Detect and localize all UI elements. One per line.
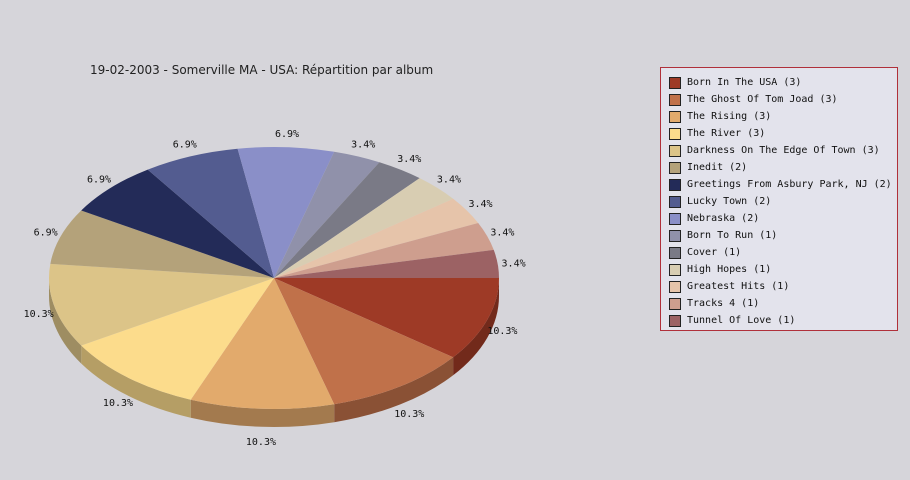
legend-label: The Rising (3)	[687, 111, 772, 122]
pie-slice-label: 3.4%	[490, 228, 514, 239]
legend-item-born-in-the-usa: Born In The USA (3)	[669, 74, 897, 91]
legend-item-high-hopes: High Hopes (1)	[669, 261, 897, 278]
pie-slice-side-darkness-on-the-edge-of-town	[49, 278, 82, 364]
pie-slice-cover	[274, 162, 420, 278]
legend-swatch	[669, 110, 681, 123]
legend-swatch	[669, 280, 681, 293]
pie-slice-greatest-hits	[274, 198, 479, 278]
pie-slice-label: 10.3%	[394, 409, 424, 420]
pie-slice-the-ghost-of-tom-joad	[274, 278, 454, 405]
legend-swatch	[669, 195, 681, 208]
pie-slice-label: 6.9%	[275, 129, 299, 140]
legend-item-the-rising: The Rising (3)	[669, 108, 897, 125]
legend-swatch	[669, 297, 681, 310]
legend-label: Darkness On The Edge Of Town (3)	[687, 145, 880, 156]
legend-item-lucky-town: Lucky Town (2)	[669, 193, 897, 210]
legend-label: Greatest Hits (1)	[687, 281, 790, 292]
legend-label: High Hopes (1)	[687, 264, 772, 275]
legend-item-cover: Cover (1)	[669, 244, 897, 261]
legend-swatch	[669, 161, 681, 174]
legend-swatch	[669, 314, 681, 327]
legend-item-born-to-run: Born To Run (1)	[669, 227, 897, 244]
legend-label: Nebraska (2)	[687, 213, 760, 224]
pie-slice-label: 10.3%	[487, 326, 517, 337]
pie-slice-label: 10.3%	[246, 437, 276, 448]
legend-label: Born To Run (1)	[687, 230, 778, 241]
pie-slice-side-the-river	[81, 345, 191, 418]
legend-swatch	[669, 246, 681, 259]
legend-item-inedit: Inedit (2)	[669, 159, 897, 176]
pie-slice-side-born-in-the-usa	[453, 278, 499, 376]
legend-item-tunnel-of-love: Tunnel Of Love (1)	[669, 312, 897, 329]
legend-item-greatest-hits: Greatest Hits (1)	[669, 278, 897, 295]
legend-label: Born In The USA (3)	[687, 77, 802, 88]
pie-slice-label: 10.3%	[24, 309, 54, 320]
legend-label: The Ghost Of Tom Joad (3)	[687, 94, 838, 105]
legend-swatch	[669, 229, 681, 242]
pie-slice-nebraska	[237, 146, 335, 278]
legend-label: Tunnel Of Love (1)	[687, 315, 796, 326]
legend-swatch	[669, 76, 681, 89]
legend-swatch	[669, 127, 681, 140]
legend-label: Cover (1)	[687, 247, 742, 258]
legend-item-the-ghost-of-tom-joad: The Ghost Of Tom Joad (3)	[669, 91, 897, 108]
legend-item-the-river: The River (3)	[669, 125, 897, 142]
legend-swatch	[669, 93, 681, 106]
legend-swatch	[669, 144, 681, 157]
pie-slice-label: 6.9%	[34, 228, 58, 239]
pie-slice-darkness-on-the-edge-of-town	[48, 263, 274, 346]
pie-slice-lucky-town	[147, 148, 274, 278]
legend-label: Inedit (2)	[687, 162, 748, 173]
pie-slice-label: 3.4%	[468, 199, 492, 210]
legend-item-nebraska: Nebraska (2)	[669, 210, 897, 227]
legend-swatch	[669, 263, 681, 276]
pie-slice-greetings-from-asbury-park-nj	[81, 169, 274, 278]
legend-label: Greetings From Asbury Park, NJ (2)	[687, 179, 892, 190]
pie-slice-tracks-4	[274, 222, 494, 278]
pie-slice-label: 6.9%	[87, 174, 111, 185]
legend-label: Tracks 4 (1)	[687, 298, 760, 309]
legend-swatch	[669, 212, 681, 225]
pie-slice-label: 3.4%	[351, 139, 375, 150]
legend-item-tracks-4: Tracks 4 (1)	[669, 295, 897, 312]
legend-label: Lucky Town (2)	[687, 196, 772, 207]
pie-slice-the-river	[81, 278, 274, 400]
pie-slice-side-the-ghost-of-tom-joad	[334, 357, 454, 423]
pie-slice-inedit	[50, 210, 275, 278]
pie-slice-born-in-the-usa	[274, 278, 499, 358]
pie-slice-side-the-rising	[190, 399, 335, 427]
pie-slice-label: 6.9%	[173, 139, 197, 150]
legend-item-greetings-from-asbury-park-nj: Greetings From Asbury Park, NJ (2)	[669, 176, 897, 193]
pie-slice-born-to-run	[274, 151, 380, 278]
chart-legend: Born In The USA (3) The Ghost Of Tom Joad…	[660, 67, 898, 331]
pie-slice-high-hopes	[274, 178, 454, 278]
legend-swatch	[669, 178, 681, 191]
pie-slice-label: 3.4%	[397, 154, 421, 165]
pie-slice-tunnel-of-love	[274, 249, 499, 278]
pie-slice-label: 3.4%	[502, 258, 526, 269]
legend-label: The River (3)	[687, 128, 766, 139]
legend-item-darkness-on-the-edge-of-town: Darkness On The Edge Of Town (3)	[669, 142, 897, 159]
pie-slice-label: 3.4%	[437, 174, 461, 185]
chart-title: 19-02-2003 - Somerville MA - USA: Répart…	[90, 63, 433, 77]
pie-slice-the-rising	[190, 278, 335, 410]
pie-slice-label: 10.3%	[103, 398, 133, 409]
